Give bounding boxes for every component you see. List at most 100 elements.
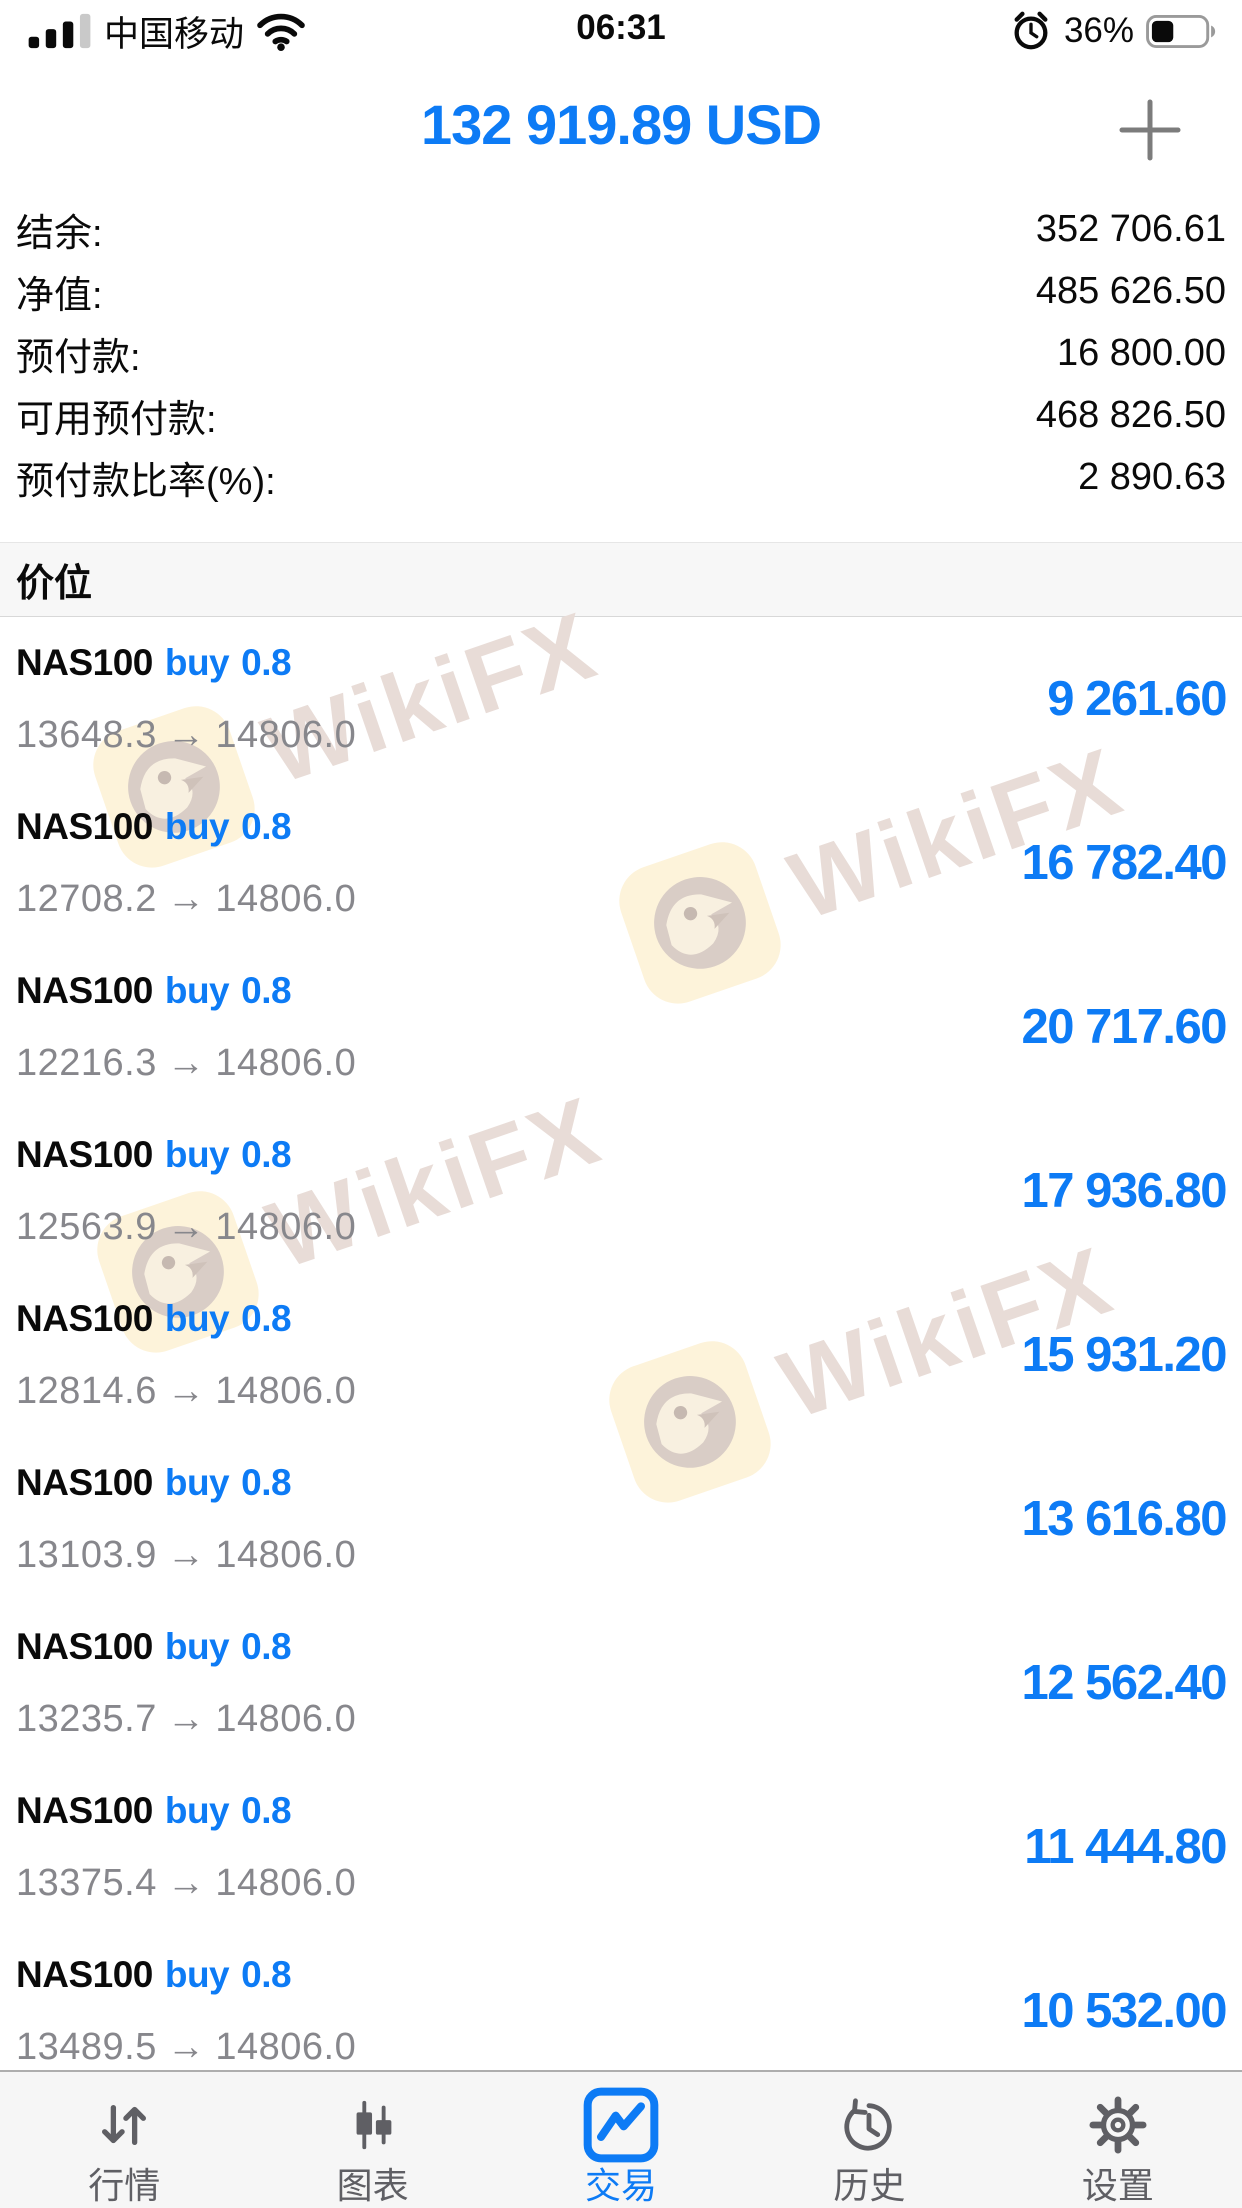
position-row[interactable]: NAS100 buy 0.8 13375.4 → 14806.0 11 444.80 xyxy=(0,1765,1242,1929)
position-side: buy xyxy=(164,1625,230,1667)
arrow-right-icon: → xyxy=(166,1205,206,1248)
position-side: buy xyxy=(164,1297,230,1339)
position-volume: 0.8 xyxy=(241,1953,292,1995)
current-price: 14806.0 xyxy=(215,1369,357,1412)
position-title: NAS100 buy 0.8 xyxy=(16,970,356,1012)
position-symbol: NAS100 xyxy=(16,1625,153,1667)
position-row[interactable]: NAS100 buy 0.8 13648.3 → 14806.0 9 261.60 xyxy=(0,617,1242,781)
position-prices: 13103.9 → 14806.0 xyxy=(16,1534,356,1577)
current-price: 14806.0 xyxy=(215,1041,357,1084)
position-volume: 0.8 xyxy=(241,1133,292,1175)
plus-icon[interactable] xyxy=(1118,98,1182,162)
candlestick-chart-icon xyxy=(344,2082,402,2168)
tab-bar: 行情 图表 交易 xyxy=(0,2070,1242,2208)
position-row[interactable]: NAS100 buy 0.8 12563.9 → 14806.0 17 936.80 xyxy=(0,1109,1242,1273)
position-symbol: NAS100 xyxy=(16,1789,153,1831)
open-price: 12814.6 xyxy=(16,1369,157,1412)
position-info: NAS100 buy 0.8 13648.3 → 14806.0 xyxy=(16,642,356,757)
position-info: NAS100 buy 0.8 12563.9 → 14806.0 xyxy=(16,1134,356,1249)
position-info: NAS100 buy 0.8 13103.9 → 14806.0 xyxy=(16,1462,356,1577)
position-row[interactable]: NAS100 buy 0.8 12216.3 → 14806.0 20 717.60 xyxy=(0,945,1242,1109)
position-profit: 20 717.60 xyxy=(1021,1000,1228,1054)
arrow-right-icon: → xyxy=(166,1041,206,1084)
position-symbol: NAS100 xyxy=(16,641,153,683)
position-side: buy xyxy=(164,1789,230,1831)
position-row[interactable]: NAS100 buy 0.8 13489.5 → 14806.0 10 532.00 xyxy=(0,1929,1242,2093)
position-row[interactable]: NAS100 buy 0.8 13235.7 → 14806.0 12 562.40 xyxy=(0,1601,1242,1765)
battery-icon xyxy=(1146,14,1216,48)
position-prices: 13648.3 → 14806.0 xyxy=(16,714,356,757)
position-prices: 13489.5 → 14806.0 xyxy=(16,2026,356,2069)
tab-settings[interactable]: 设置 xyxy=(994,2072,1242,2208)
summary-label: 预付款比率(%): xyxy=(16,460,276,503)
open-price: 13235.7 xyxy=(16,1697,157,1740)
summary-value: 16 800.00 xyxy=(1056,331,1226,374)
position-prices: 13375.4 → 14806.0 xyxy=(16,1862,356,1905)
history-clock-icon xyxy=(840,2082,898,2168)
position-symbol: NAS100 xyxy=(16,1133,153,1175)
position-symbol: NAS100 xyxy=(16,805,153,847)
position-row[interactable]: NAS100 buy 0.8 12814.6 → 14806.0 15 931.20 xyxy=(0,1273,1242,1437)
position-profit: 13 616.80 xyxy=(1021,1492,1228,1546)
position-profit: 16 782.40 xyxy=(1021,836,1228,890)
summary-value: 485 626.50 xyxy=(1035,269,1226,312)
tab-quotes[interactable]: 行情 xyxy=(0,2072,248,2208)
tab-history[interactable]: 历史 xyxy=(745,2072,993,2208)
quotes-arrows-icon xyxy=(95,2082,153,2168)
current-price: 14806.0 xyxy=(215,713,357,756)
summary-value: 2 890.63 xyxy=(1078,455,1226,498)
summary-row: 结余: 352 706.61 xyxy=(16,198,1226,260)
current-price: 14806.0 xyxy=(215,877,357,920)
position-title: NAS100 buy 0.8 xyxy=(16,1790,356,1832)
wifi-icon xyxy=(257,13,305,51)
position-title: NAS100 buy 0.8 xyxy=(16,1626,356,1668)
summary-label: 预付款: xyxy=(16,336,141,379)
settings-gear-icon xyxy=(1089,2082,1147,2168)
tab-label: 图表 xyxy=(336,2165,409,2206)
position-symbol: NAS100 xyxy=(16,1461,153,1503)
position-volume: 0.8 xyxy=(241,1461,292,1503)
status-left: 中国移动 xyxy=(28,6,306,57)
position-profit: 17 936.80 xyxy=(1021,1164,1228,1218)
position-row[interactable]: NAS100 buy 0.8 12708.2 → 14806.0 16 782.40 xyxy=(0,781,1242,945)
position-info: NAS100 buy 0.8 12814.6 → 14806.0 xyxy=(16,1298,356,1413)
position-side: buy xyxy=(164,969,230,1011)
position-side: buy xyxy=(164,641,230,683)
alarm-clock-icon xyxy=(1014,11,1048,50)
position-side: buy xyxy=(164,805,230,847)
position-title: NAS100 buy 0.8 xyxy=(16,642,356,684)
tab-trade[interactable]: 交易 xyxy=(497,2072,745,2208)
position-symbol: NAS100 xyxy=(16,969,153,1011)
position-volume: 0.8 xyxy=(241,1625,292,1667)
open-price: 12708.2 xyxy=(16,877,157,920)
position-volume: 0.8 xyxy=(241,805,292,847)
position-title: NAS100 buy 0.8 xyxy=(16,1134,356,1176)
arrow-right-icon: → xyxy=(166,1861,206,1904)
account-balance: 132 919.89 USD xyxy=(420,93,822,156)
battery-percent: 36% xyxy=(1063,11,1134,50)
position-volume: 0.8 xyxy=(241,1297,292,1339)
section-title: 价位 xyxy=(16,563,93,605)
current-price: 14806.0 xyxy=(215,1533,357,1576)
open-price: 12216.3 xyxy=(16,1041,157,1084)
position-prices: 12708.2 → 14806.0 xyxy=(16,878,356,921)
open-price: 13375.4 xyxy=(16,1861,157,1904)
trade-chart-icon xyxy=(581,2082,661,2168)
tab-charts[interactable]: 图表 xyxy=(248,2072,496,2208)
open-price: 13489.5 xyxy=(16,2025,157,2068)
tab-label: 设置 xyxy=(1081,2165,1154,2206)
current-price: 14806.0 xyxy=(215,2025,357,2068)
position-volume: 0.8 xyxy=(241,641,292,683)
positions-list: NAS100 buy 0.8 13648.3 → 14806.0 9 261.60 NA… xyxy=(0,617,1242,2093)
arrow-right-icon: → xyxy=(166,713,206,756)
current-price: 14806.0 xyxy=(215,1861,357,1904)
position-row[interactable]: NAS100 buy 0.8 13103.9 → 14806.0 13 616.80 xyxy=(0,1437,1242,1601)
status-bar: 中国移动 06:31 36% xyxy=(0,0,1242,56)
tab-label: 交易 xyxy=(585,2165,658,2206)
position-info: NAS100 buy 0.8 13235.7 → 14806.0 xyxy=(16,1626,356,1741)
position-prices: 12563.9 → 14806.0 xyxy=(16,1206,356,1249)
position-title: NAS100 buy 0.8 xyxy=(16,1298,356,1340)
arrow-right-icon: → xyxy=(166,877,206,920)
summary-row: 预付款: 16 800.00 xyxy=(16,322,1226,384)
